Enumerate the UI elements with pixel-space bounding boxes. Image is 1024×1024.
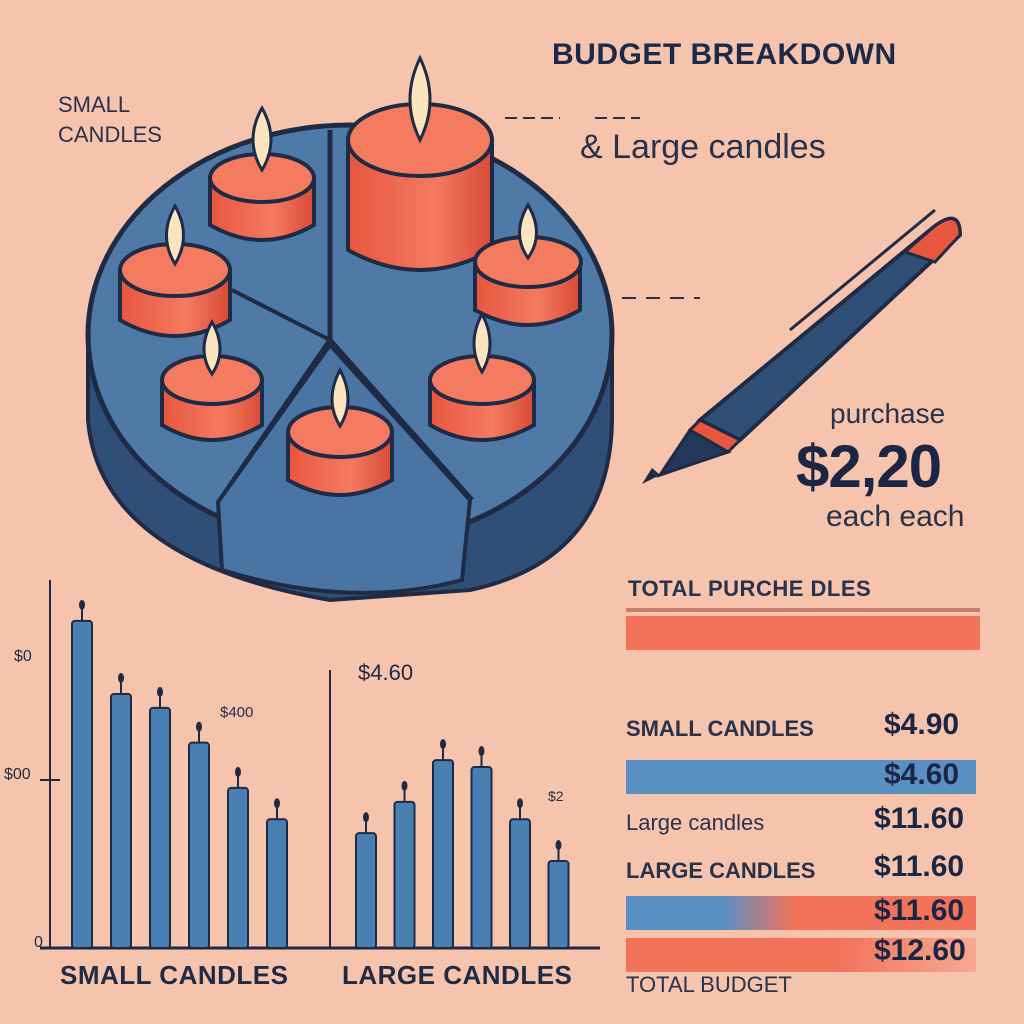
y-tick-label: 0 <box>34 934 43 951</box>
bar-flame <box>440 739 446 750</box>
bar-series-1 <box>227 786 249 949</box>
bar-flame <box>118 672 124 683</box>
chart-title: BUDGET BREAKDOWN <box>552 38 897 71</box>
bar-series-1 <box>266 818 288 949</box>
small-candle-icons <box>118 104 583 497</box>
bar-annotation: $4.60 <box>358 660 414 685</box>
pen-icon <box>642 208 963 484</box>
bar-flame <box>274 798 280 809</box>
summary-band-mixed <box>626 896 976 930</box>
purchase-label: purchase <box>830 398 946 429</box>
bar-series-2 <box>355 832 377 949</box>
bar-series-1 <box>188 741 210 949</box>
bar-flame <box>79 599 85 610</box>
summary-row-value: $11.60 <box>874 850 965 883</box>
summary-row-label: Large candles <box>626 810 765 835</box>
bar-series-1 <box>149 706 171 949</box>
bar-series-2 <box>509 818 531 949</box>
bar-series-2 <box>393 800 416 950</box>
bar-flame <box>401 780 408 791</box>
small-candles-label: SMALL CANDLES <box>58 92 162 147</box>
summary-row-value: $4.90 <box>884 708 960 741</box>
large-candles-label: & Large candles <box>580 128 826 166</box>
bar-annotation: $2 <box>548 788 564 804</box>
divider <box>626 608 980 612</box>
bar-series-2 <box>432 759 454 950</box>
summary-row-value: $11.60 <box>874 894 965 927</box>
each-label: each each <box>826 500 965 533</box>
bar-flame <box>478 746 485 757</box>
price-value: $2,20 <box>796 433 942 500</box>
summary-row-value: $12.60 <box>874 934 966 967</box>
bar-flame <box>363 812 369 823</box>
bar-series-1 <box>110 692 132 950</box>
x-axis-label-small: SMALL CANDLES <box>60 960 289 990</box>
total-purchase-bar <box>626 616 980 650</box>
bar-flame <box>157 686 163 697</box>
bar-flame <box>196 721 202 732</box>
bar-series-1 <box>71 619 93 949</box>
total-purchase-label: TOTAL PURCHE DLES <box>628 576 872 601</box>
y-tick-label: $00 <box>4 766 31 783</box>
y-tick-label: $0 <box>14 648 32 665</box>
bar-series-2 <box>547 860 570 949</box>
bar-annotation: $400 <box>220 704 254 721</box>
summary-row-label: LARGE CANDLES <box>626 858 816 883</box>
summary-row-value: $11.60 <box>874 802 965 835</box>
bar-flame <box>555 840 562 850</box>
summary-band-blue <box>626 760 976 794</box>
large-candle-icon <box>346 54 494 272</box>
total-budget-label: TOTAL BUDGET <box>626 972 792 997</box>
summary-band-red <box>626 938 976 972</box>
bar-flame <box>235 766 241 777</box>
x-axis-label-large: LARGE CANDLES <box>342 960 573 990</box>
summary-row-value: $4.60 <box>884 758 960 791</box>
bar-flame <box>517 798 523 809</box>
summary-row-label: SMALL CANDLES <box>626 716 814 741</box>
bar-series-2 <box>470 766 493 949</box>
